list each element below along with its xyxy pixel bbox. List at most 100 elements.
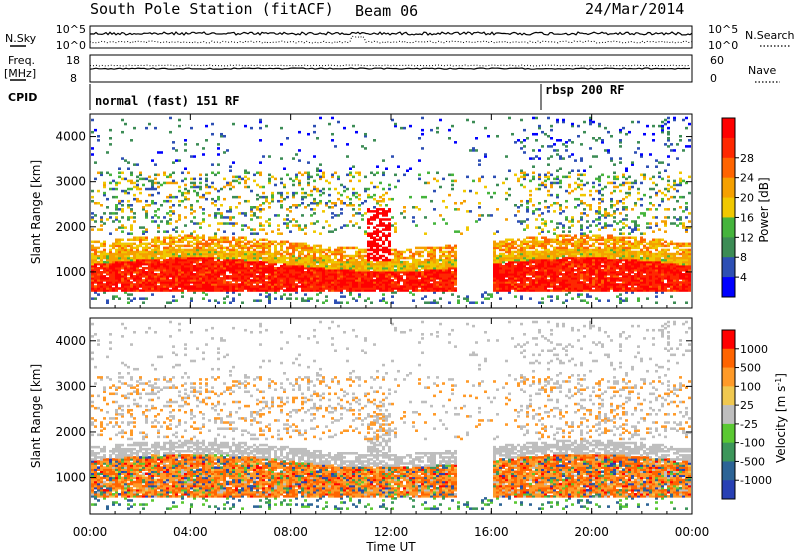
- power-cell: [295, 256, 298, 260]
- power-cell: [202, 254, 205, 258]
- power-cell: [244, 268, 247, 272]
- power-cell: [520, 169, 523, 173]
- power-cell: [280, 295, 283, 298]
- power-cell: [439, 275, 442, 278]
- power-cell: [211, 266, 214, 270]
- power-cell: [502, 281, 505, 284]
- power-cell: [181, 295, 184, 298]
- power-cell: [433, 266, 436, 270]
- power-cell: [253, 277, 256, 280]
- power-cell: [97, 293, 100, 296]
- power-cell: [115, 206, 118, 209]
- power-cell: [157, 277, 160, 280]
- power-cell: [439, 118, 442, 122]
- power-cell: [340, 226, 343, 229]
- power-cell: [208, 275, 211, 278]
- power-cell: [115, 244, 118, 248]
- power-cell: [307, 256, 310, 260]
- power-cell: [151, 159, 154, 162]
- power-cell: [370, 195, 373, 199]
- power-cell: [523, 175, 526, 179]
- power-cell: [295, 220, 298, 223]
- power-cell: [466, 295, 469, 298]
- power-cell: [547, 210, 550, 213]
- power-cell: [112, 275, 115, 278]
- power-cell: [130, 299, 133, 302]
- power-cell: [391, 262, 394, 266]
- power-cell: [325, 281, 328, 284]
- power-cell: [307, 244, 310, 248]
- power-cell: [337, 191, 340, 195]
- power-cell: [538, 183, 541, 187]
- power-cell: [379, 199, 382, 203]
- power-cell: [154, 262, 157, 266]
- power-cell: [583, 183, 586, 187]
- power-cell: [226, 240, 229, 244]
- power-cell: [127, 283, 130, 286]
- power-cell: [502, 283, 505, 286]
- power-cell: [142, 246, 145, 250]
- power-cell: [520, 256, 523, 260]
- power-cell: [136, 197, 139, 201]
- power-cell: [217, 285, 220, 288]
- power-cell: [376, 216, 379, 219]
- power-cell: [331, 250, 334, 254]
- power-cell: [136, 185, 139, 189]
- power-cell: [112, 283, 115, 286]
- power-cell: [226, 216, 229, 219]
- power-cell: [451, 266, 454, 270]
- power-cell: [529, 258, 532, 262]
- power-cell: [292, 268, 295, 272]
- power-cell: [370, 216, 373, 219]
- power-cell: [223, 260, 226, 264]
- power-cell: [106, 287, 109, 290]
- power-cell: [352, 260, 355, 264]
- power-cell: [241, 246, 244, 250]
- power-cell: [592, 120, 595, 124]
- power-cell: [328, 256, 331, 260]
- power-cell: [451, 260, 454, 264]
- power-cell: [97, 256, 100, 260]
- power-cell: [226, 210, 229, 213]
- power-cell: [304, 266, 307, 270]
- power-cell: [220, 268, 223, 272]
- power-cell: [334, 266, 337, 270]
- power-cell: [304, 242, 307, 246]
- power-cell: [232, 179, 235, 183]
- power-cell: [532, 273, 535, 276]
- power-cell: [280, 204, 283, 207]
- power-cell: [382, 275, 385, 278]
- power-cell: [319, 264, 322, 268]
- power-cell: [217, 212, 220, 215]
- power-cell: [502, 285, 505, 288]
- power-cell: [349, 281, 352, 284]
- power-cell: [415, 206, 418, 209]
- power-cell: [523, 240, 526, 244]
- power-cell: [187, 271, 190, 274]
- power-cell: [394, 273, 397, 276]
- power-cell: [337, 266, 340, 270]
- power-cell: [529, 264, 532, 268]
- power-cell: [208, 214, 211, 217]
- power-cell: [265, 220, 268, 223]
- power-cell: [256, 260, 259, 264]
- power-cell: [340, 252, 343, 256]
- power-cell: [157, 281, 160, 284]
- power-cell: [253, 260, 256, 264]
- power-cell: [229, 262, 232, 266]
- power-cell: [271, 281, 274, 284]
- power-cell: [385, 250, 388, 254]
- power-cell: [196, 246, 199, 250]
- power-cell: [376, 201, 379, 205]
- power-cell: [526, 206, 529, 209]
- power-cell: [214, 260, 217, 264]
- power-cell: [535, 289, 538, 292]
- power-cell: [181, 179, 184, 183]
- power-cell: [208, 248, 211, 252]
- power-cell: [523, 238, 526, 242]
- power-cell: [442, 252, 445, 256]
- power-cell: [94, 220, 97, 223]
- power-cell: [187, 244, 190, 248]
- power-cell: [355, 273, 358, 276]
- power-cell: [478, 163, 481, 166]
